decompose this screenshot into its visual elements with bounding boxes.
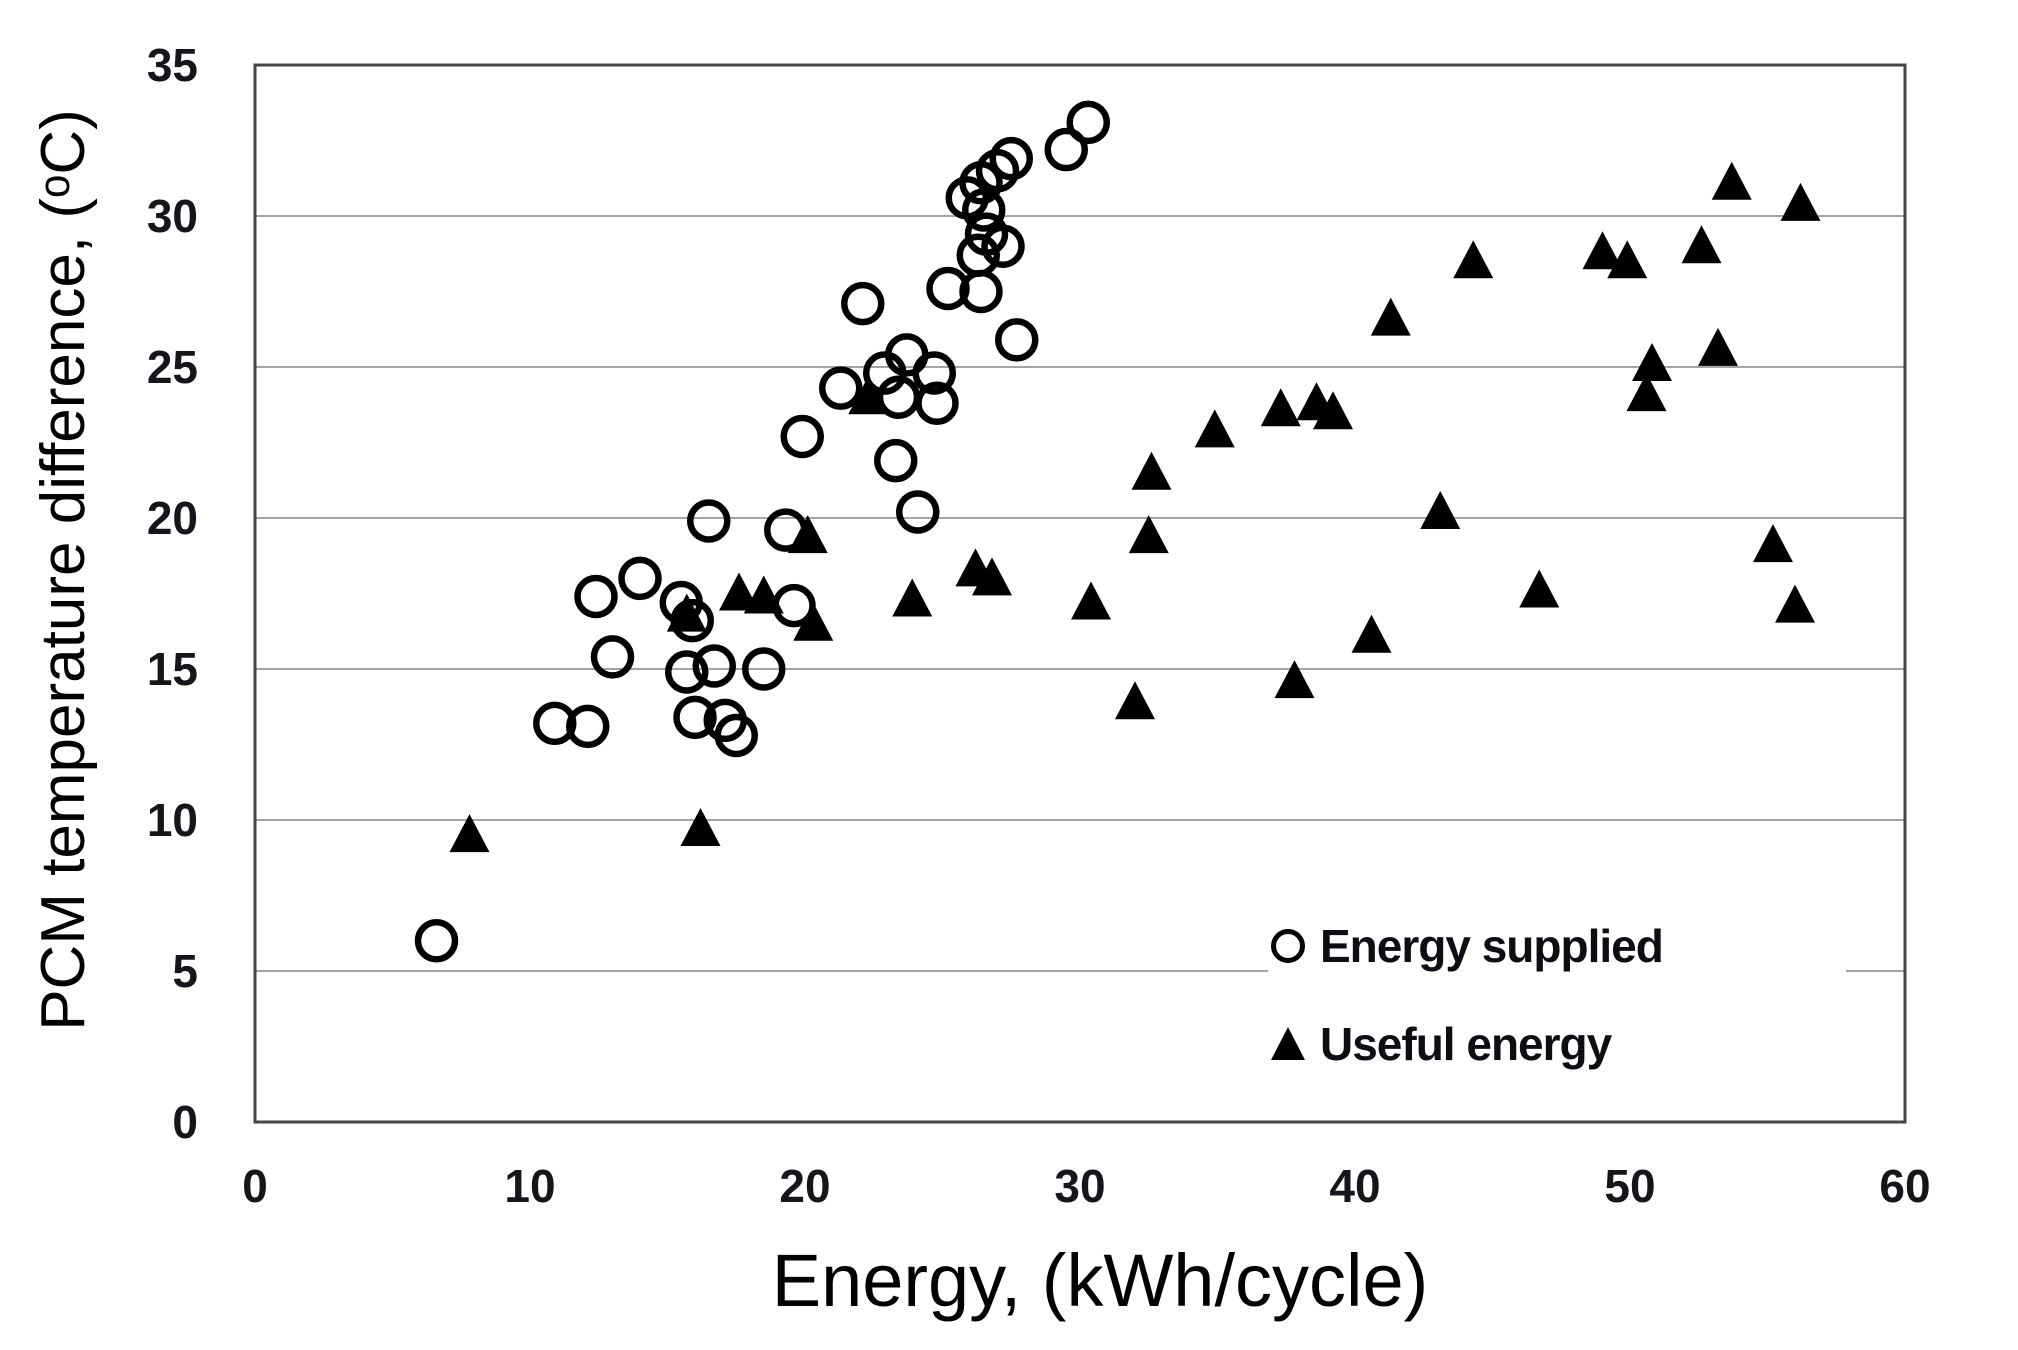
data-point-triangle <box>1194 409 1235 448</box>
x-tick-label-10: 10 <box>504 1160 555 1212</box>
data-point-triangle <box>1711 161 1752 200</box>
data-point-triangle <box>1260 388 1301 427</box>
y-tick-label-35: 35 <box>147 39 198 91</box>
data-point-triangle <box>1607 240 1648 279</box>
y-tick-label-15: 15 <box>147 643 198 695</box>
data-point-circle <box>714 713 758 758</box>
data-point-triangle <box>1131 451 1172 490</box>
data-point-circle <box>915 381 959 425</box>
y-tick-label-5: 5 <box>172 945 198 997</box>
data-point-triangle <box>666 593 707 632</box>
y-tick-label-0: 0 <box>172 1096 198 1148</box>
data-point-triangle <box>848 376 889 415</box>
data-point-triangle <box>892 578 933 617</box>
data-point-triangle <box>719 572 759 611</box>
data-point-triangle <box>1370 297 1411 336</box>
data-point-triangle <box>1626 373 1667 412</box>
y-tick-label-30: 30 <box>147 190 198 242</box>
data-point-circle <box>956 233 1000 278</box>
y-tick-label-20: 20 <box>147 492 198 544</box>
legend-item-useful-energy: Useful energy <box>1268 1017 1846 1071</box>
x-axis-title: Energy, (kWh/cycle) <box>771 1239 1429 1322</box>
data-point-triangle <box>793 602 834 641</box>
legend-item-energy-supplied: Energy supplied <box>1268 919 1846 973</box>
x-tick-label-0: 0 <box>242 1160 268 1212</box>
data-point-triangle <box>449 814 490 853</box>
data-point-circle <box>566 704 610 749</box>
data-point-circle <box>665 650 709 694</box>
data-point-circle <box>975 148 1020 193</box>
data-point-circle <box>1066 100 1110 145</box>
data-point-triangle <box>1780 182 1821 221</box>
data-point-triangle <box>1420 490 1461 529</box>
x-tick-label-50: 50 <box>1604 1160 1655 1212</box>
y-tick-label-10: 10 <box>147 794 198 846</box>
data-point-circle <box>742 647 786 691</box>
data-point-circle <box>841 281 885 326</box>
data-point-triangle <box>743 575 784 614</box>
data-point-triangle <box>1698 327 1738 366</box>
data-point-triangle <box>1351 614 1392 653</box>
data-point-circle <box>687 499 731 543</box>
data-point-triangle <box>1128 515 1169 554</box>
x-tick-label-20: 20 <box>779 1160 830 1212</box>
data-point-triangle <box>1775 584 1815 623</box>
data-point-triangle <box>1313 391 1353 430</box>
y-axis-title: PCM temperature difference, (ᵒC) <box>29 109 98 1031</box>
data-point-circle <box>981 224 1025 268</box>
data-point-triangle <box>787 515 828 554</box>
data-point-circle <box>574 574 618 619</box>
x-tick-label-30: 30 <box>1054 1160 1105 1212</box>
y-tick-label-25: 25 <box>147 341 198 393</box>
data-point-triangle <box>680 808 721 847</box>
data-point-circle <box>819 366 863 410</box>
legend-label-useful-energy: Useful energy <box>1320 1018 1612 1070</box>
data-point-circle <box>590 635 635 679</box>
data-point-triangle <box>1519 569 1560 608</box>
data-point-triangle <box>1071 581 1111 620</box>
open-circle-icon <box>1271 929 1305 963</box>
data-point-circle <box>692 644 736 688</box>
data-point-triangle <box>972 557 1012 596</box>
data-point-circle <box>896 490 940 534</box>
data-point-circle <box>995 318 1039 362</box>
legend-label-energy-supplied: Energy supplied <box>1320 920 1664 972</box>
data-point-circle <box>673 695 717 740</box>
data-point-triangle <box>1453 240 1494 279</box>
legend: Energy supplied Useful energy <box>1268 888 1846 1102</box>
data-point-circle <box>780 414 824 459</box>
data-point-circle <box>912 351 956 395</box>
data-point-circle <box>989 136 1033 181</box>
data-point-circle <box>962 188 1006 232</box>
data-point-circle <box>926 266 970 311</box>
x-tick-label-40: 40 <box>1329 1160 1380 1212</box>
data-point-circle <box>533 701 577 746</box>
data-point-circle <box>874 438 918 483</box>
data-point-triangle <box>1632 342 1672 381</box>
data-point-triangle <box>1753 524 1793 563</box>
data-point-triangle <box>1115 681 1155 720</box>
plot-border <box>253 63 1907 1124</box>
data-point-triangle <box>1274 660 1315 699</box>
filled-triangle-icon <box>1271 1027 1305 1060</box>
data-point-triangle <box>1582 231 1623 270</box>
data-point-triangle <box>1681 225 1722 264</box>
x-tick-label-60: 60 <box>1879 1160 1930 1212</box>
data-point-circle <box>1044 127 1088 172</box>
data-point-circle <box>414 919 459 963</box>
data-point-circle <box>618 556 662 601</box>
